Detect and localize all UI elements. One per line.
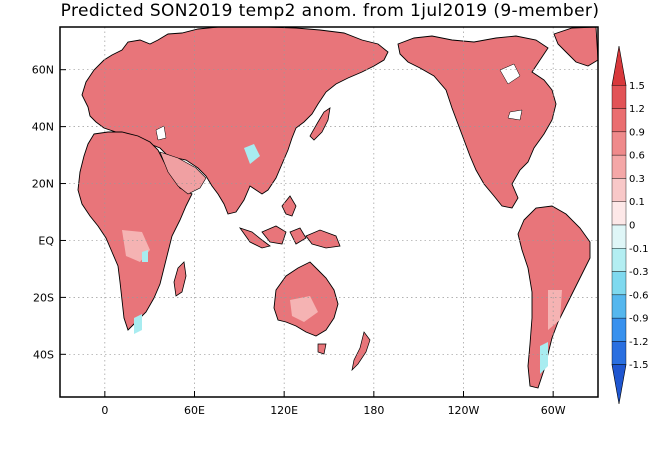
- lat-tick-label: 60N: [32, 64, 54, 77]
- region-arabia: [159, 151, 207, 195]
- colorbar-segment: [611, 294, 627, 319]
- colorbar-segment: [611, 45, 627, 86]
- landmass-new-zealand: [351, 331, 371, 372]
- colorbar-label: -1.5: [629, 360, 649, 371]
- map-title: Predicted SON2019 temp2 anom. from 1jul2…: [60, 1, 600, 21]
- lat-tick-label: 40N: [32, 121, 54, 134]
- lat-tick-label: 40S: [33, 348, 54, 361]
- colorbar-segment: [611, 201, 627, 226]
- latitude-axis: 60N 40N 20N EQ 20S 40S: [32, 64, 66, 361]
- landmass-tasmania: [317, 343, 327, 355]
- colorbar-label: 0.1: [629, 197, 645, 208]
- colorbar-segment: [611, 317, 627, 342]
- colorbar-label: 0.6: [629, 151, 645, 162]
- colorbar-label: 0.9: [629, 127, 645, 138]
- colorbar-segment: [611, 271, 627, 296]
- colorbar-label: 1.5: [629, 81, 645, 92]
- colorbar-label: 1.2: [629, 104, 645, 115]
- colorbar-segment: [611, 131, 627, 156]
- colorbar-label: -0.1: [629, 244, 649, 255]
- colorbar-segment: [611, 178, 627, 202]
- lon-tick-label: 60W: [541, 404, 566, 417]
- colorbar-segment: [611, 85, 627, 109]
- colorbar-segment: [611, 248, 627, 272]
- lon-tick-label: 60E: [184, 404, 205, 417]
- colorbar-segment: [611, 224, 627, 249]
- colorbar-label: -0.3: [629, 267, 649, 278]
- colorbar: 1.5 1.2 0.9 0.6 0.3 0.1 0 -0.1 -0.3 -0.6 -0.9 -1.2 -…: [611, 45, 649, 405]
- map-grid: [60, 27, 598, 397]
- colorbar-segment: [611, 108, 627, 133]
- lon-tick-label: 0: [101, 404, 108, 417]
- longitude-axis: 0 60E 120E 180 120W 60W: [101, 391, 566, 417]
- colorbar-segment: [611, 364, 627, 405]
- lat-tick-label: EQ: [38, 234, 54, 247]
- landmass-madagascar: [173, 261, 187, 297]
- colorbar-label: -0.6: [629, 290, 649, 301]
- region-great-lakes: [499, 63, 523, 121]
- map-frame: [59, 26, 599, 398]
- land-masses: [77, 27, 598, 389]
- colorbar-label: 0: [629, 221, 635, 232]
- lon-tick-label: 180: [363, 404, 384, 417]
- colorbar-label: 0.3: [629, 174, 645, 185]
- colorbar-label: -0.9: [629, 314, 649, 325]
- lon-tick-label: 120E: [270, 404, 298, 417]
- colorbar-segment: [611, 154, 627, 179]
- colorbar-label: -1.2: [629, 337, 649, 348]
- lon-tick-label: 120W: [448, 404, 480, 417]
- landmass-north-america: [397, 35, 557, 209]
- colorbar-segment: [611, 341, 627, 365]
- landmass-indonesia: [238, 195, 341, 249]
- lat-tick-label: 20S: [33, 291, 54, 304]
- lat-tick-label: 20N: [32, 178, 54, 191]
- landmass-japan: [309, 107, 331, 141]
- region-caspian: [155, 125, 167, 141]
- landmass-africa: [77, 131, 193, 331]
